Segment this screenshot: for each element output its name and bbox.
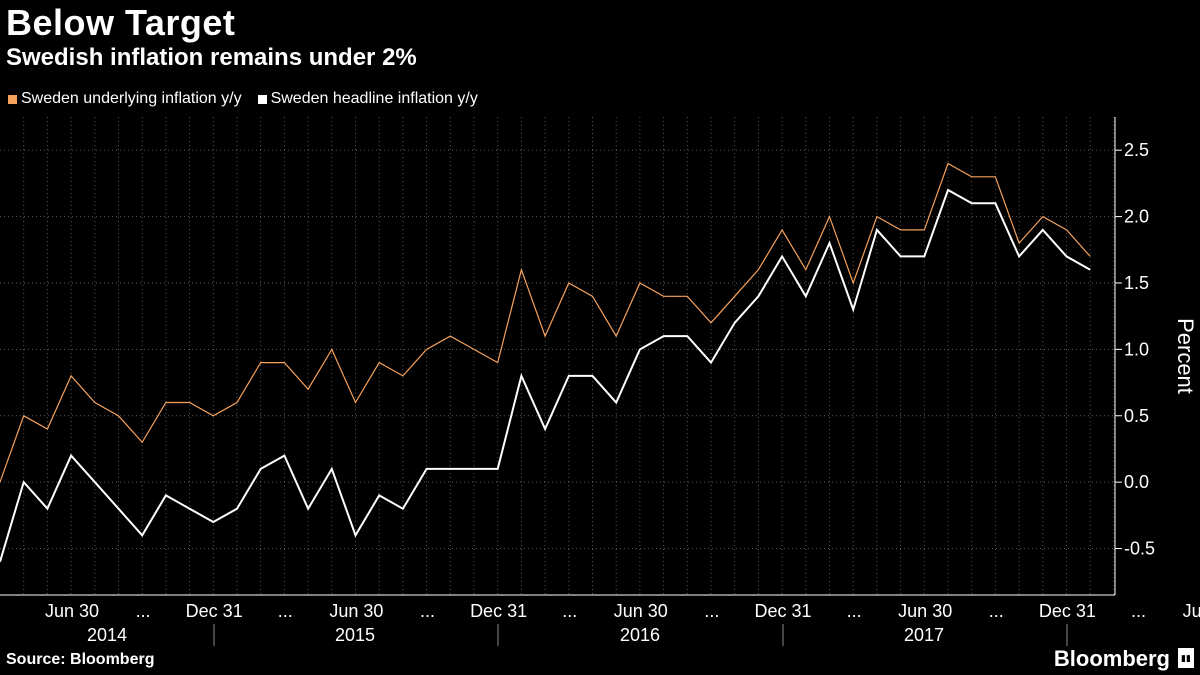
source-note: Source: Bloomberg	[6, 651, 155, 668]
x-tick-label: ...	[847, 601, 862, 621]
x-tick-label: Jun 30	[1183, 601, 1200, 621]
legend-swatch-underlying	[8, 94, 17, 104]
series-line-headline	[0, 188, 1091, 563]
legend-item-underlying: Sweden underlying inflation y/y	[8, 90, 242, 108]
y-tick-label: 2.5	[1124, 140, 1149, 160]
x-tick-label: Jun 30	[614, 601, 668, 621]
x-tick-label: ...	[136, 601, 151, 621]
x-tick-label: Dec 31	[754, 601, 811, 621]
legend-swatch-headline	[257, 94, 267, 104]
x-year-label: 2015	[335, 625, 375, 645]
y-tick-label: -0.5	[1124, 539, 1155, 559]
x-tick-label: ...	[1131, 601, 1146, 621]
x-tick-label: ...	[989, 601, 1004, 621]
y-tick-label: 1.5	[1124, 273, 1149, 293]
brand-logo-mark: ▮▮	[1178, 648, 1194, 668]
legend: Sweden underlying inflation y/y Sweden h…	[8, 90, 478, 108]
brand-logo: Bloomberg	[1053, 646, 1170, 671]
y-tick-label: 2.0	[1124, 207, 1149, 227]
x-tick-label: ...	[704, 601, 719, 621]
x-year-label: 2014	[87, 625, 127, 645]
x-tick-label: Dec 31	[1039, 601, 1096, 621]
y-tick-label: 1.0	[1124, 339, 1149, 359]
chart-subtitle: Swedish inflation remains under 2%	[6, 44, 417, 71]
series-line-underlying	[0, 162, 1091, 483]
x-tick-label: ...	[278, 601, 293, 621]
x-tick-label: Jun 30	[898, 601, 952, 621]
legend-item-headline: Sweden headline inflation y/y	[257, 90, 478, 108]
y-tick-label: 0.5	[1124, 406, 1149, 426]
x-year-label: 2017	[904, 625, 944, 645]
legend-label-headline: Sweden headline inflation y/y	[270, 90, 478, 107]
y-axis-label: Percent	[1173, 318, 1198, 394]
x-tick-label: Dec 31	[186, 601, 243, 621]
x-tick-label: Jun 30	[329, 601, 383, 621]
x-tick-label: Jun 30	[45, 601, 99, 621]
legend-label-underlying: Sweden underlying inflation y/y	[21, 90, 242, 107]
x-year-label: 2016	[620, 625, 660, 645]
y-tick-label: 0.0	[1124, 472, 1149, 492]
x-tick-label: ...	[420, 601, 435, 621]
x-tick-label: ...	[562, 601, 577, 621]
chart-title: Below Target	[6, 2, 236, 43]
x-tick-label: Dec 31	[470, 601, 527, 621]
